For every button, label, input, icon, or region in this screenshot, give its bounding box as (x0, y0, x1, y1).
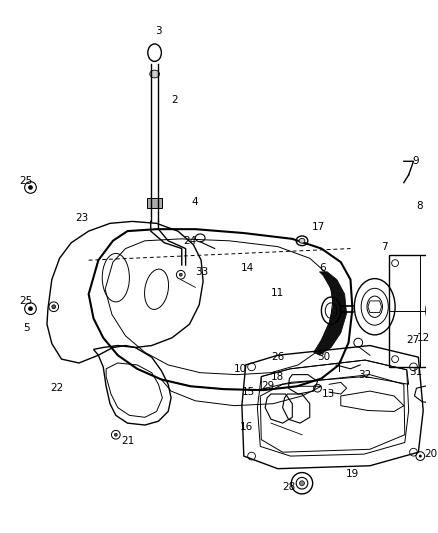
Text: 21: 21 (122, 435, 135, 446)
Text: 32: 32 (358, 369, 371, 379)
Text: 17: 17 (312, 222, 325, 232)
Text: 8: 8 (417, 201, 423, 211)
Text: 19: 19 (346, 469, 359, 479)
Text: 33: 33 (195, 267, 208, 277)
Bar (389, 255, 438, 367)
Text: 26: 26 (271, 352, 284, 362)
Text: 24: 24 (184, 236, 197, 246)
Text: 6: 6 (319, 263, 326, 273)
Text: 13: 13 (321, 389, 335, 399)
Text: 7: 7 (381, 241, 388, 252)
Text: 25: 25 (19, 296, 32, 306)
Text: 4: 4 (191, 197, 198, 207)
Text: 2: 2 (171, 95, 178, 105)
Text: 15: 15 (242, 387, 255, 397)
Ellipse shape (150, 70, 159, 78)
Text: 14: 14 (241, 263, 254, 273)
Text: 11: 11 (271, 288, 284, 298)
Polygon shape (314, 272, 346, 355)
Text: 25: 25 (19, 176, 32, 185)
Text: 23: 23 (75, 213, 88, 223)
Text: 28: 28 (283, 482, 296, 492)
Text: 3: 3 (155, 26, 162, 36)
Text: 20: 20 (424, 449, 437, 459)
Ellipse shape (419, 455, 422, 457)
Ellipse shape (114, 433, 117, 436)
Ellipse shape (300, 481, 304, 486)
Text: 22: 22 (50, 383, 63, 393)
Text: 31: 31 (409, 367, 422, 377)
Ellipse shape (28, 185, 32, 189)
Text: 5: 5 (23, 323, 29, 333)
Ellipse shape (52, 305, 56, 309)
Bar (147, 198, 162, 208)
Ellipse shape (28, 307, 32, 311)
Ellipse shape (179, 273, 182, 276)
Text: 16: 16 (240, 422, 253, 432)
Text: 30: 30 (318, 352, 331, 362)
Text: 10: 10 (234, 364, 247, 374)
Text: 29: 29 (261, 381, 275, 391)
Text: 27: 27 (407, 335, 420, 345)
Text: 12: 12 (417, 333, 430, 343)
Text: 18: 18 (271, 372, 284, 382)
Ellipse shape (299, 238, 305, 243)
Text: 9: 9 (413, 156, 419, 166)
